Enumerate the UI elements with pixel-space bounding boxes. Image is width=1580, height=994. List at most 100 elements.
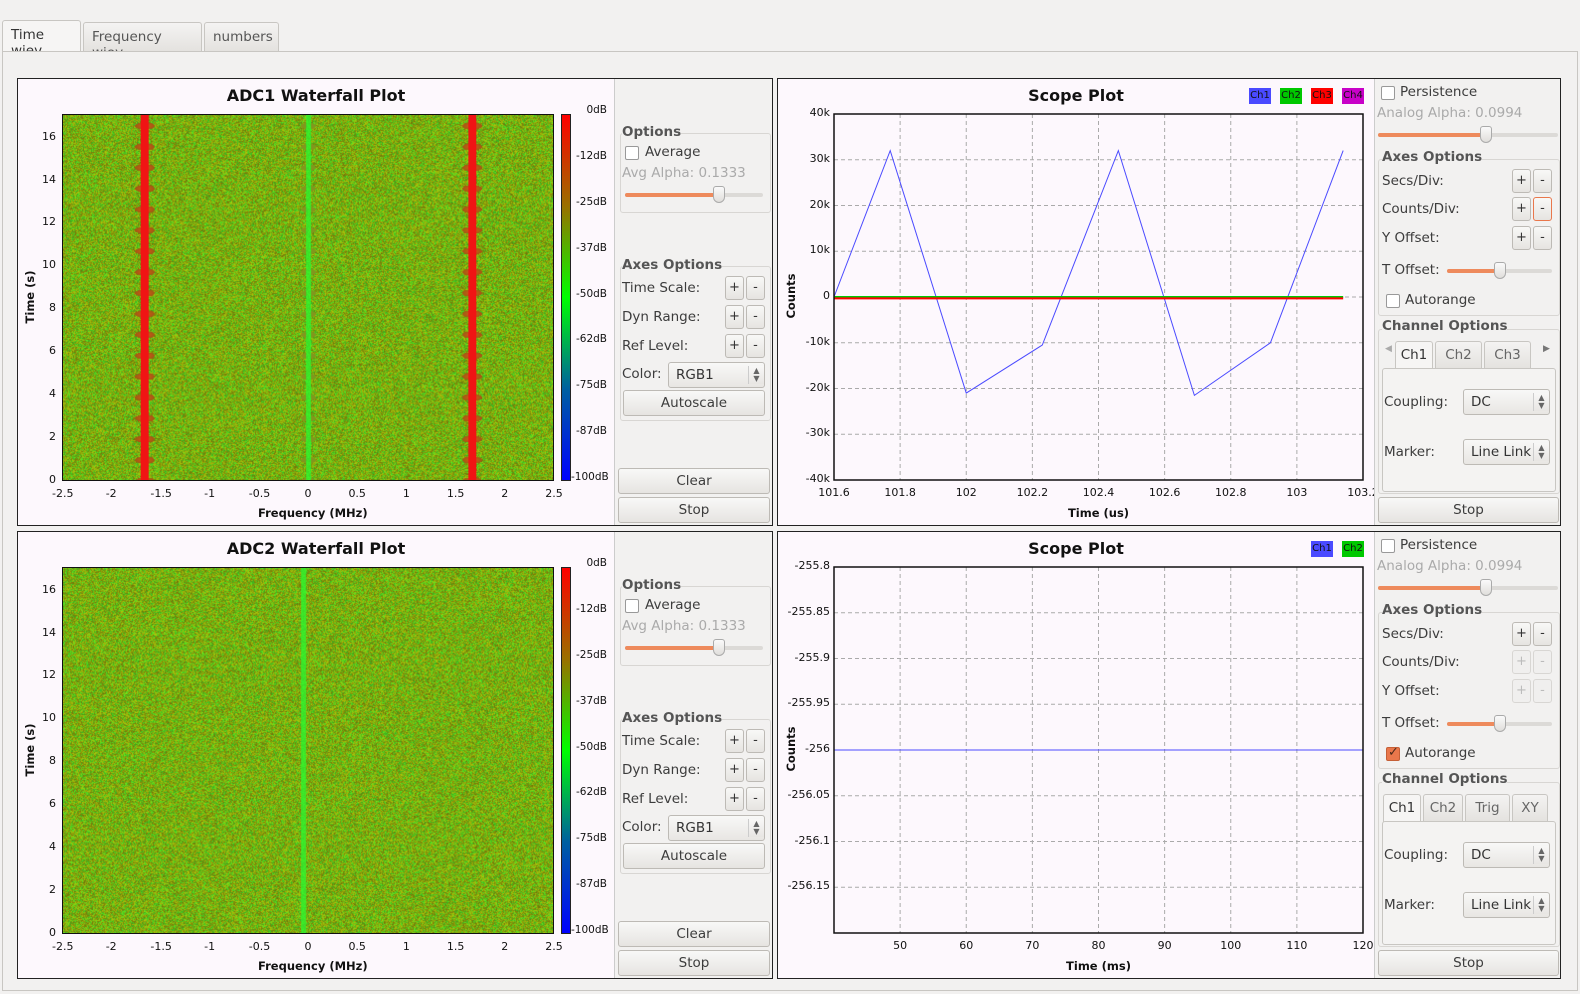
slider-handle[interactable] (1494, 262, 1506, 279)
y-tick-label: -256.1 (782, 834, 830, 847)
y-tick-label: 0 (32, 926, 56, 939)
persistence-checkbox[interactable] (1381, 539, 1395, 553)
counts-div-plus-button[interactable]: + (1512, 197, 1531, 221)
t-offset-label: T Offset: (1382, 715, 1440, 731)
autoscale-button[interactable]: Autoscale (623, 390, 765, 416)
time-scale-minus-button[interactable]: - (746, 729, 765, 753)
channel-tab-ch2[interactable]: Ch2 (1435, 341, 1482, 368)
stop-button[interactable]: Stop (618, 497, 770, 523)
y-offset-minus-button[interactable]: - (1533, 679, 1552, 703)
y-tick-label: 16 (32, 130, 56, 143)
channel-tab-trig[interactable]: Trig (1465, 794, 1510, 821)
channel-tab-ch1[interactable]: Ch1 (1395, 341, 1433, 371)
dyn-range-plus-button[interactable]: + (725, 758, 744, 782)
analog-alpha-slider[interactable] (1378, 133, 1558, 137)
coupling-select[interactable]: DC ▲ ▼ (1463, 842, 1550, 868)
colorbar-label: -12dB (571, 603, 607, 615)
average-label[interactable]: Average (645, 144, 700, 160)
dyn-range-plus-button[interactable]: + (725, 305, 744, 329)
autorange-label[interactable]: Autorange (1405, 745, 1476, 761)
y-offset-minus-button[interactable]: - (1533, 226, 1552, 250)
channel-tab-ch2[interactable]: Ch2 (1423, 794, 1463, 821)
persistence-checkbox[interactable] (1381, 86, 1395, 100)
marker-select[interactable]: Line Link ▲ ▼ (1463, 439, 1550, 465)
secs-div-minus-button[interactable]: - (1533, 169, 1552, 193)
channel-tab-xy[interactable]: XY (1512, 794, 1548, 821)
tab-time-view[interactable]: Time wiev (2, 20, 81, 52)
tab-numbers[interactable]: numbers (204, 22, 279, 51)
counts-div-plus-button[interactable]: + (1512, 650, 1531, 674)
secs-div-minus-button[interactable]: - (1533, 622, 1552, 646)
autorange-checkbox[interactable] (1386, 747, 1400, 761)
color-select[interactable]: RGB1 ▲ ▼ (668, 362, 765, 388)
y-tick-label: 16 (32, 583, 56, 596)
x-tick-label: 0.5 (347, 940, 367, 953)
channel-tab-ch1[interactable]: Ch1 (1383, 794, 1421, 824)
waterfall-title: ADC2 Waterfall Plot (227, 539, 406, 558)
y-tick-label: 40k (782, 106, 830, 119)
average-checkbox[interactable] (625, 146, 639, 160)
stop-button[interactable]: Stop (1378, 497, 1559, 523)
slider-handle[interactable] (1480, 579, 1492, 596)
analog-alpha-slider[interactable] (1378, 586, 1558, 590)
marker-select[interactable]: Line Link ▲ ▼ (1463, 892, 1550, 918)
average-checkbox[interactable] (625, 599, 639, 613)
counts-div-minus-button[interactable]: - (1533, 197, 1552, 221)
tab-scroll-right-icon[interactable]: ▶ (1543, 344, 1550, 354)
color-label: Color: (622, 819, 662, 835)
y-offset-plus-button[interactable]: + (1512, 679, 1531, 703)
color-select[interactable]: RGB1 ▲ ▼ (668, 815, 765, 841)
legend-ch2[interactable]: Ch2 (1342, 541, 1364, 557)
y-offset-plus-button[interactable]: + (1512, 226, 1531, 250)
autoscale-button[interactable]: Autoscale (623, 843, 765, 869)
persistence-label[interactable]: Persistence (1400, 537, 1477, 553)
secs-div-plus-button[interactable]: + (1512, 622, 1531, 646)
waterfall-image (62, 114, 554, 481)
stop-button[interactable]: Stop (1378, 950, 1559, 976)
legend-ch3[interactable]: Ch3 (1311, 88, 1333, 104)
autorange-checkbox[interactable] (1386, 294, 1400, 308)
t-offset-slider[interactable] (1447, 269, 1552, 273)
colorbar-label: -25dB (571, 196, 607, 208)
avg-alpha-slider[interactable] (625, 193, 763, 197)
colorbar-label: -62dB (571, 333, 607, 345)
secs-div-label: Secs/Div: (1382, 173, 1444, 189)
autorange-label[interactable]: Autorange (1405, 292, 1476, 308)
channel-tab-ch3[interactable]: Ch3 (1484, 341, 1531, 368)
dyn-range-minus-button[interactable]: - (746, 305, 765, 329)
ref-level-plus-button[interactable]: + (725, 787, 744, 811)
y-tick-label: -20k (782, 381, 830, 394)
time-scale-plus-button[interactable]: + (725, 729, 744, 753)
t-offset-slider[interactable] (1447, 722, 1552, 726)
legend-ch2[interactable]: Ch2 (1280, 88, 1302, 104)
dyn-range-minus-button[interactable]: - (746, 758, 765, 782)
x-tick-label: 2.5 (544, 940, 564, 953)
slider-fill (1447, 269, 1500, 273)
legend-ch1[interactable]: Ch1 (1249, 88, 1271, 104)
ref-level-minus-button[interactable]: - (746, 787, 765, 811)
colorbar-label: -100dB (571, 471, 607, 483)
stop-button[interactable]: Stop (618, 950, 770, 976)
ref-level-minus-button[interactable]: - (746, 334, 765, 358)
time-scale-minus-button[interactable]: - (746, 276, 765, 300)
persistence-label[interactable]: Persistence (1400, 84, 1477, 100)
avg-alpha-slider[interactable] (625, 646, 763, 650)
counts-div-minus-button[interactable]: - (1533, 650, 1552, 674)
clear-button[interactable]: Clear (618, 468, 770, 494)
legend-ch1[interactable]: Ch1 (1311, 541, 1333, 557)
tab-scroll-left-icon[interactable]: ◀ (1385, 344, 1392, 354)
coupling-select[interactable]: DC ▲ ▼ (1463, 389, 1550, 415)
clear-button[interactable]: Clear (618, 921, 770, 947)
slider-handle[interactable] (713, 186, 725, 203)
legend-ch4[interactable]: Ch4 (1342, 88, 1364, 104)
secs-div-plus-button[interactable]: + (1512, 169, 1531, 193)
slider-handle[interactable] (1480, 126, 1492, 143)
x-tick-label: 102.2 (1012, 486, 1052, 499)
time-scale-plus-button[interactable]: + (725, 276, 744, 300)
slider-handle[interactable] (1494, 715, 1506, 732)
average-label[interactable]: Average (645, 597, 700, 613)
ref-level-label: Ref Level: (622, 791, 688, 807)
ref-level-plus-button[interactable]: + (725, 334, 744, 358)
tab-frequency-view[interactable]: Frequency wiev (83, 22, 202, 51)
slider-handle[interactable] (713, 639, 725, 656)
